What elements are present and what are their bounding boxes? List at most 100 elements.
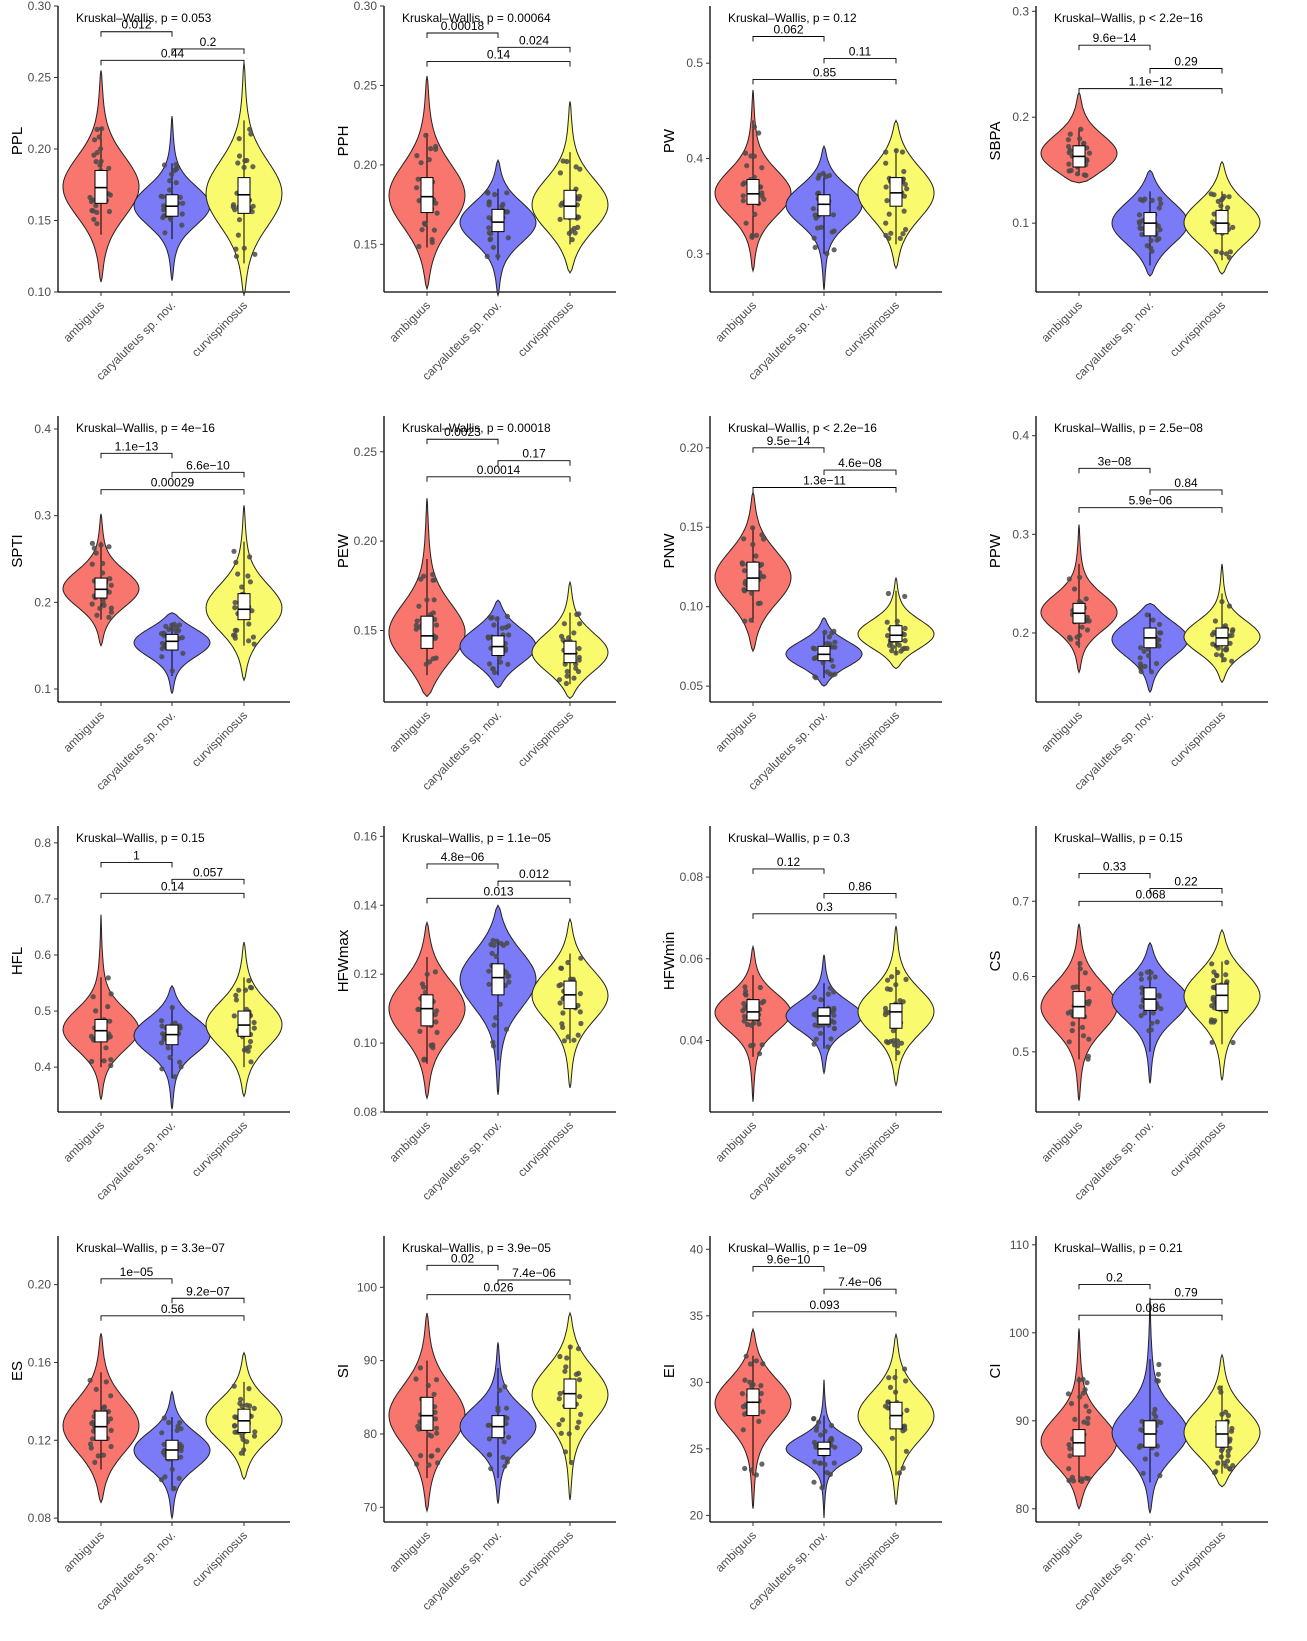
data-point [1218,1389,1224,1395]
data-point [1213,652,1220,658]
box-iqr [420,615,434,649]
data-point [161,203,167,209]
comparison-p-label: 0.22 [1174,874,1198,888]
data-point [827,1471,833,1477]
category-label: curvispinosus [515,298,576,359]
data-point [888,1038,894,1044]
data-point [832,639,838,645]
data-point [1086,986,1092,992]
box-iqr [1215,983,1229,1011]
data-point [1138,645,1144,651]
data-point [752,211,758,217]
data-point [1141,648,1147,654]
box-iqr [94,1410,108,1441]
data-point [106,208,112,215]
comparison-bracket [1078,44,1151,51]
category-label: curvispinosus [1167,1118,1228,1179]
data-point [423,661,429,667]
data-point [161,207,167,213]
data-point [882,1005,889,1011]
data-point [813,1036,819,1042]
data-point [885,590,891,597]
data-point [177,1025,183,1031]
category-label: caryaluteus sp. nov. [419,1528,504,1613]
data-point [421,573,427,579]
data-point [575,1032,581,1038]
category-label: curvispinosus [1167,708,1228,769]
data-point [159,654,165,660]
data-point [1225,1412,1231,1419]
data-point [565,959,571,966]
data-point [1081,140,1087,146]
data-point [248,1059,254,1065]
y-tick-label: 0.15 [354,624,378,638]
data-point [577,991,583,997]
data-point [815,225,821,231]
comparison-p-label: 0.33 [1103,859,1127,873]
kruskal-wallis-label: Kruskal–Wallis, p = 4e−16 [76,421,215,435]
comparison-bracket [1078,1283,1151,1290]
data-point [742,150,749,156]
data-point [756,1418,762,1424]
y-tick-label: 90 [364,1354,378,1368]
data-point [1066,1039,1072,1045]
data-point [169,1466,175,1472]
data-point [87,1441,94,1447]
comparison-bracket [823,57,897,64]
data-point [894,618,900,624]
comparison-bracket [100,862,173,868]
data-point [832,1444,838,1450]
data-point [1066,1442,1072,1448]
data-point [1086,1408,1092,1414]
y-tick-label: 0.4 [34,1060,51,1074]
y-tick-label: 0.1 [1012,216,1029,230]
data-point [890,1028,896,1034]
data-point [97,605,103,611]
violin-chart-svg: 0.08 0.12 0.16 0.20 ES Kruskal–Wallis, p = 3.… [9,1236,290,1613]
data-point [1076,1377,1082,1383]
data-point [901,631,907,638]
comparison-bracket [100,452,173,459]
y-tick-label: 0.20 [354,534,378,548]
comparison-p-label: 9.6e−14 [1093,31,1137,45]
data-point [492,191,498,198]
box-iqr [237,593,251,621]
category-label: curvispinosus [515,1528,576,1589]
data-point [166,1419,172,1426]
y-axis-label: PW [661,128,678,153]
y-tick-label: 110 [1010,1238,1029,1252]
chart-panel-ci: 80 90 100 110 CI Kruskal–Wallis, p = 0.21 ambi… [978,1230,1304,1640]
data-point [236,136,242,142]
data-point [1082,970,1088,976]
category-label: ambiguus [60,298,107,345]
data-point [892,1374,898,1381]
data-point [895,1050,901,1056]
data-point [577,166,583,172]
data-point [504,613,510,619]
data-point [89,561,95,567]
data-point [820,660,826,666]
data-point [163,623,169,629]
y-tick-label: 0.14 [354,898,378,912]
data-point [817,1030,824,1036]
y-axis-label: CS [987,951,1004,972]
data-point [889,648,895,654]
box-iqr [1143,212,1157,237]
data-point [491,622,497,628]
data-point [751,174,757,180]
category-label: caryaluteus sp. nov. [745,298,830,383]
y-tick-label: 0.2 [34,595,51,609]
comparison-p-label: 0.012 [121,18,151,32]
comparison-bracket [1149,68,1223,74]
data-point [245,573,251,579]
comparison-bracket [497,1279,571,1285]
data-point [430,610,436,616]
data-point [485,190,491,196]
category-label: curvispinosus [841,1528,902,1589]
data-point [502,1463,508,1469]
y-axis-label: PEW [335,533,352,568]
data-point [89,1058,95,1064]
data-point [232,599,238,606]
data-point [759,165,765,171]
data-point [884,198,890,204]
